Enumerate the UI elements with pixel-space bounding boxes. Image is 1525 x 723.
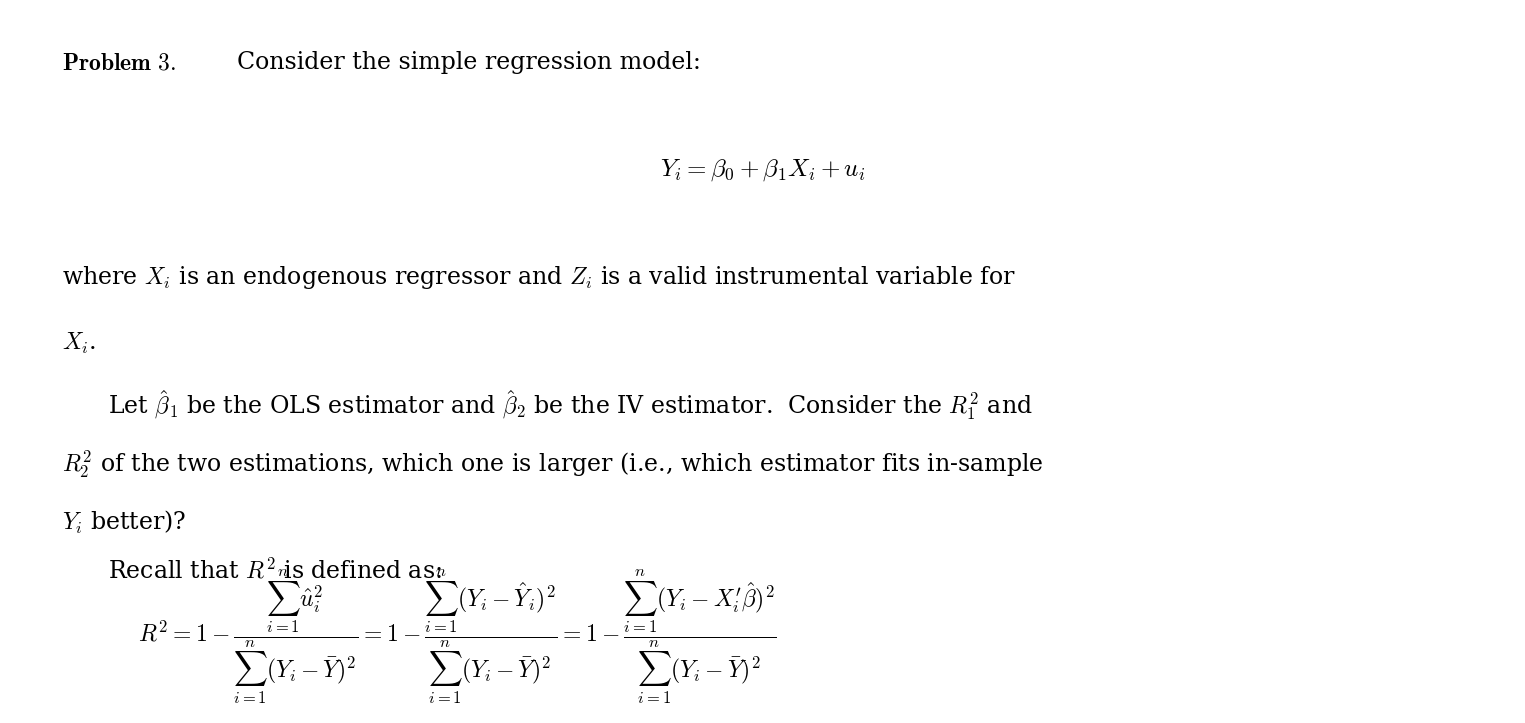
Text: $Y_i$ better)?: $Y_i$ better)? bbox=[63, 509, 186, 536]
Text: $R_2^2$ of the two estimations, which one is larger (i.e., which estimator fits : $R_2^2$ of the two estimations, which on… bbox=[63, 448, 1043, 479]
Text: $R^2 = 1 - \dfrac{\sum_{i=1}^{n} \hat{u}_i^2}{\sum_{i=1}^{n}(Y_i - \bar{Y})^2} =: $R^2 = 1 - \dfrac{\sum_{i=1}^{n} \hat{u}… bbox=[139, 568, 778, 706]
Text: Let $\hat{\beta}_1$ be the OLS estimator and $\hat{\beta}_2$ be the IV estimator: Let $\hat{\beta}_1$ be the OLS estimator… bbox=[108, 388, 1032, 422]
Text: Consider the simple regression model:: Consider the simple regression model: bbox=[238, 51, 702, 74]
Text: $Y_i = \beta_0 + \beta_1 X_i + u_i$: $Y_i = \beta_0 + \beta_1 X_i + u_i$ bbox=[660, 158, 865, 183]
Text: Recall that $R^2$ is defined as:: Recall that $R^2$ is defined as: bbox=[108, 558, 442, 583]
Text: $X_i$.: $X_i$. bbox=[63, 331, 96, 356]
Text: $\mathbf{Problem\ 3.}$: $\mathbf{Problem\ 3.}$ bbox=[63, 51, 175, 74]
Text: where $X_i$ is an endogenous regressor and $Z_i$ is a valid instrumental variabl: where $X_i$ is an endogenous regressor a… bbox=[63, 264, 1016, 291]
